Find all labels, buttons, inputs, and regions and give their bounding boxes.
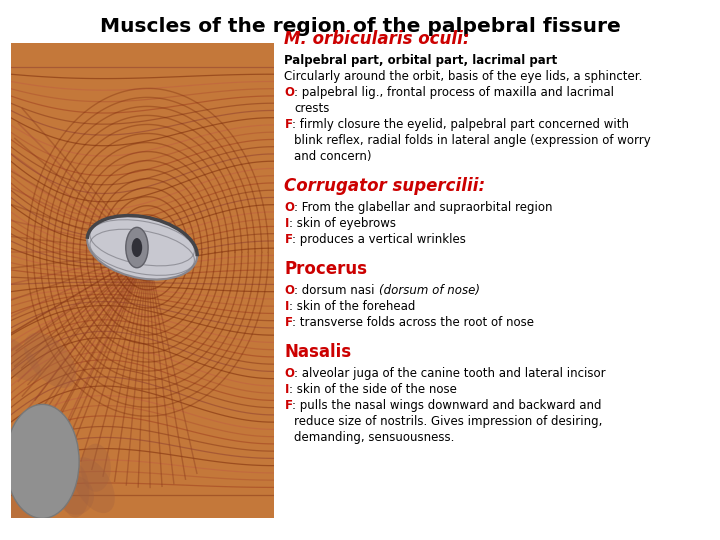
Text: reduce size of nostrils. Gives impression of desiring,: reduce size of nostrils. Gives impressio…	[294, 415, 603, 428]
Text: (dorsum of nose): (dorsum of nose)	[379, 284, 480, 297]
Ellipse shape	[24, 333, 76, 388]
Text: F: F	[284, 399, 292, 412]
Text: : produces a vertical wrinkles: : produces a vertical wrinkles	[292, 233, 467, 246]
Text: O: O	[284, 367, 294, 380]
Text: M. orbicularis oculi:: M. orbicularis oculi:	[284, 30, 470, 48]
Text: I: I	[284, 217, 289, 230]
Text: : palpebral lig., frontal process of maxilla and lacrimal: : palpebral lig., frontal process of max…	[294, 86, 614, 99]
Text: : dorsum nasi: : dorsum nasi	[294, 284, 379, 297]
Text: F: F	[284, 118, 292, 131]
Text: O: O	[284, 201, 294, 214]
Text: Muscles of the region of the palpebral fissure: Muscles of the region of the palpebral f…	[99, 17, 621, 36]
Ellipse shape	[81, 444, 111, 492]
Text: : From the glabellar and supraorbital region: : From the glabellar and supraorbital re…	[294, 201, 553, 214]
Text: demanding, sensuousness.: demanding, sensuousness.	[294, 431, 455, 444]
Text: : firmly closure the eyelid, palpebral part concerned with: : firmly closure the eyelid, palpebral p…	[292, 118, 629, 131]
Text: crests: crests	[294, 102, 330, 114]
Text: Corrugator supercilii:: Corrugator supercilii:	[284, 177, 485, 195]
Text: I: I	[284, 300, 289, 313]
Text: : alveolar juga of the canine tooth and lateral incisor: : alveolar juga of the canine tooth and …	[294, 367, 606, 380]
Text: I: I	[284, 383, 289, 396]
Ellipse shape	[0, 483, 57, 534]
Text: and concern): and concern)	[294, 150, 372, 163]
Ellipse shape	[87, 215, 197, 280]
Ellipse shape	[72, 457, 114, 513]
Text: O: O	[284, 284, 294, 297]
Text: : skin of the side of the nose: : skin of the side of the nose	[289, 383, 456, 396]
Text: Palpebral part, orbital part, lacrimal part: Palpebral part, orbital part, lacrimal p…	[284, 54, 558, 67]
Ellipse shape	[0, 333, 41, 381]
Text: Circularly around the orbit, basis of the eye lids, a sphincter.: Circularly around the orbit, basis of th…	[284, 70, 643, 83]
Text: Procerus: Procerus	[284, 260, 367, 278]
Ellipse shape	[6, 404, 79, 518]
Ellipse shape	[132, 238, 143, 257]
Ellipse shape	[126, 227, 148, 268]
Text: F: F	[284, 233, 292, 246]
Ellipse shape	[7, 446, 53, 490]
Text: Nasalis: Nasalis	[284, 343, 351, 361]
Text: : skin of eyebrows: : skin of eyebrows	[289, 217, 396, 230]
Ellipse shape	[56, 476, 94, 515]
Text: O: O	[284, 86, 294, 99]
Text: F: F	[284, 316, 292, 329]
Text: : transverse folds across the root of nose: : transverse folds across the root of no…	[292, 316, 534, 329]
Ellipse shape	[60, 463, 89, 517]
Text: : skin of the forehead: : skin of the forehead	[289, 300, 415, 313]
Text: : pulls the nasal wings downward and backward and: : pulls the nasal wings downward and bac…	[292, 399, 602, 412]
Text: blink reflex, radial folds in lateral angle (expression of worry: blink reflex, radial folds in lateral an…	[294, 134, 651, 147]
